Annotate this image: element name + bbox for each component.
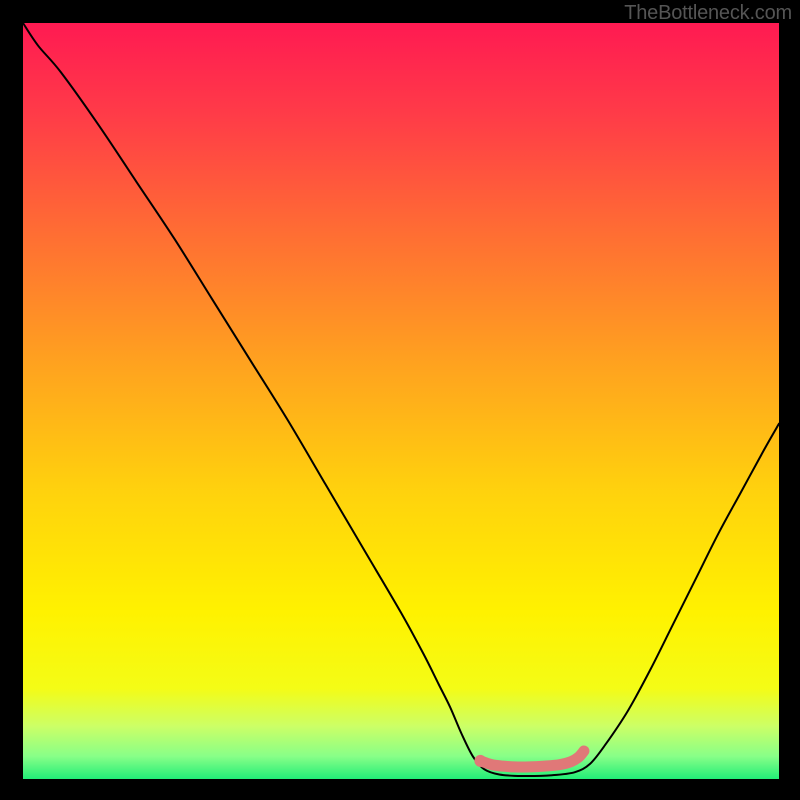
chart-plot-area	[23, 23, 779, 779]
chart-highlight-dot	[474, 755, 486, 767]
watermark-text: TheBottleneck.com	[624, 2, 792, 25]
chart-canvas: { "watermark": { "text": "TheBottleneck.…	[0, 0, 800, 800]
bottleneck-chart	[0, 0, 800, 800]
